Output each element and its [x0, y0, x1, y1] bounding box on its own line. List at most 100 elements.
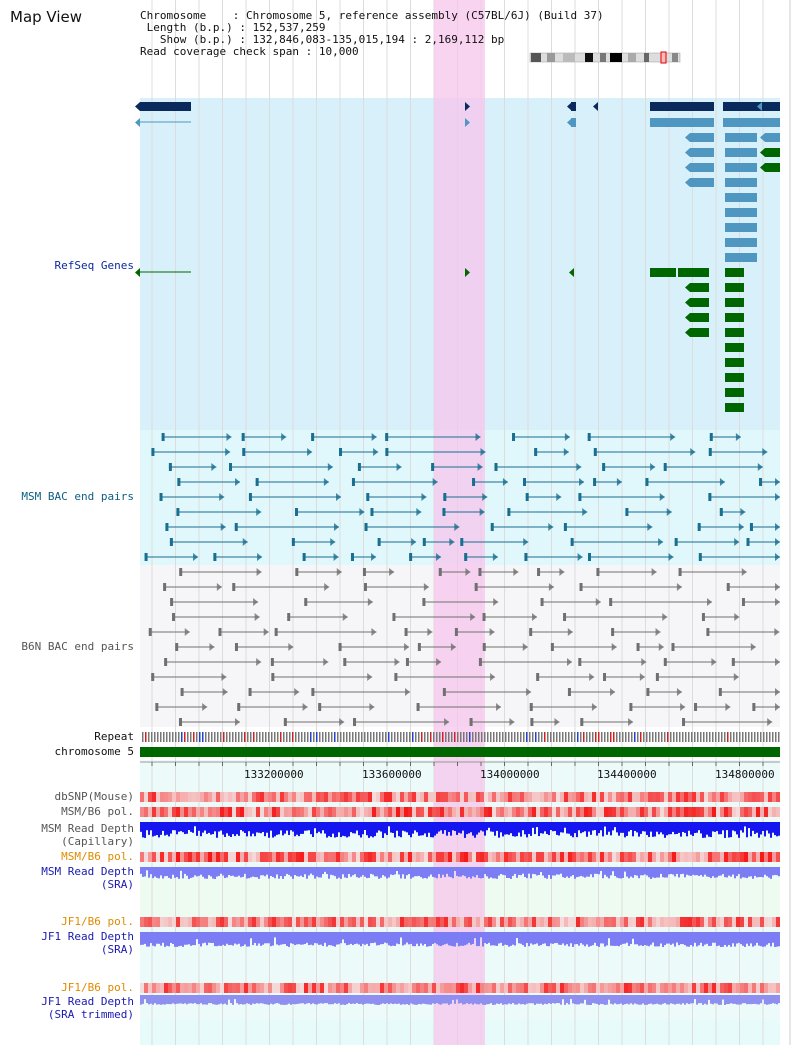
- chromosome-ideogram[interactable]: [529, 51, 681, 64]
- depth-bar: [228, 822, 230, 836]
- track-label-msm-b6-pol[interactable]: MSM/B6 pol.: [61, 805, 134, 818]
- heat-cell: [488, 983, 492, 993]
- b6n-bac-pair-features[interactable]: [148, 568, 780, 726]
- heat-cell: [212, 983, 216, 993]
- depth-bar: [280, 867, 282, 877]
- bac-end: [232, 583, 236, 591]
- msm-bac-pair-features[interactable]: [144, 433, 780, 561]
- heat-cell: [520, 792, 524, 802]
- depth-bar: [426, 995, 428, 1005]
- heat-cell: [724, 983, 728, 993]
- heat-cell: [244, 983, 248, 993]
- track-label-b6n-bac-end-pairs[interactable]: B6N BAC end pairs: [21, 640, 134, 653]
- depth-bar: [758, 995, 760, 1005]
- depth-bar: [472, 867, 474, 877]
- heat-cell: [644, 917, 648, 927]
- heat-cell: [368, 807, 372, 817]
- track-label-dbsnp[interactable]: dbSNP(Mouse): [54, 790, 134, 803]
- track-label-msm-bac-end-pairs[interactable]: MSM BAC end pairs: [21, 490, 134, 503]
- repeat-mark: [376, 732, 378, 742]
- depth-bar: [622, 932, 624, 944]
- depth-bar: [432, 822, 434, 838]
- bac-end: [698, 553, 702, 561]
- depth-bar: [662, 995, 664, 1004]
- axis-tick-label: 133600000: [362, 768, 422, 781]
- depth-bar: [742, 867, 744, 878]
- depth-bar: [264, 867, 266, 877]
- depth-bar: [660, 932, 662, 944]
- heat-cell: [344, 983, 348, 993]
- depth-bar: [496, 995, 498, 1004]
- track-label-msm-read-depth-sra[interactable]: MSM Read Depth: [41, 865, 134, 878]
- heat-cell: [732, 852, 736, 862]
- depth-bar: [728, 995, 730, 1005]
- repeat-mark: [193, 732, 195, 742]
- heat-cell: [284, 807, 288, 817]
- track-label-jf1-b6-pol[interactable]: JF1/B6 pol.: [61, 915, 134, 928]
- depth-bar: [316, 867, 318, 877]
- depth-bar: [164, 867, 166, 877]
- track-label-jf1-read-depth-trimmed[interactable]: JF1 Read Depth: [41, 995, 134, 1008]
- depth-bar: [334, 932, 336, 947]
- heat-cell: [716, 792, 720, 802]
- heat-cell: [716, 852, 720, 862]
- heat-cell: [172, 983, 176, 993]
- depth-bar: [528, 867, 530, 874]
- depth-bar: [708, 822, 710, 837]
- depth-bar: [658, 932, 660, 947]
- repeat-mark: [418, 732, 420, 742]
- track-label-refseq-genes[interactable]: RefSeq Genes: [54, 259, 134, 272]
- depth-bar: [580, 932, 582, 944]
- depth-bar: [608, 867, 610, 879]
- track-label-jf1-read-depth-sra[interactable]: JF1 Read Depth: [41, 930, 134, 943]
- heat-cell: [736, 792, 740, 802]
- heat-cell: [144, 852, 148, 862]
- depth-bar: [204, 822, 206, 831]
- depth-bar: [178, 867, 180, 879]
- heat-cell: [464, 792, 468, 802]
- heat-cell: [420, 807, 424, 817]
- bac-end-arrow: [579, 478, 585, 486]
- heat-cell: [772, 983, 776, 993]
- heat-cell: [232, 852, 236, 862]
- bac-end-arrow: [616, 478, 622, 486]
- bac-end: [482, 643, 486, 651]
- heat-cell: [592, 917, 596, 927]
- heat-cell: [516, 983, 520, 993]
- track-label-msm-b6-pol-sra[interactable]: MSM/B6 pol.: [61, 850, 134, 863]
- depth-bar: [564, 995, 566, 1005]
- heat-cell: [640, 917, 644, 927]
- repeat-mark: [169, 732, 171, 742]
- depth-bar: [448, 822, 450, 832]
- track-label-msm-read-depth-capillary[interactable]: MSM Read Depth: [41, 822, 134, 835]
- repeat-mark: [661, 732, 663, 742]
- heat-cell: [760, 917, 764, 927]
- bac-end: [175, 643, 179, 651]
- depth-bar: [186, 822, 188, 834]
- bac-end-arrow: [281, 433, 287, 441]
- depth-bar: [376, 932, 378, 946]
- heat-cell: [748, 852, 752, 862]
- depth-bar: [562, 822, 564, 833]
- heat-cell: [424, 983, 428, 993]
- depth-bar: [670, 995, 672, 1004]
- heat-cell: [420, 983, 424, 993]
- heat-cell: [616, 792, 620, 802]
- track-label-jf1-b6-pol-trimmed[interactable]: JF1/B6 pol.: [61, 981, 134, 994]
- depth-bar: [774, 822, 776, 836]
- depth-bar: [670, 932, 672, 945]
- heat-cell: [276, 917, 280, 927]
- depth-bar: [522, 932, 524, 946]
- heat-cell: [160, 852, 164, 862]
- heat-cell: [660, 917, 664, 927]
- heat-cell: [660, 852, 664, 862]
- depth-bar: [646, 822, 648, 835]
- heat-cell: [372, 983, 376, 993]
- selected-region-highlight[interactable]: [434, 0, 485, 1045]
- heat-cell: [360, 792, 364, 802]
- depth-bar: [502, 867, 504, 875]
- heat-cell: [620, 807, 624, 817]
- refseq-gene-features[interactable]: [135, 102, 780, 412]
- depth-bar: [700, 867, 702, 876]
